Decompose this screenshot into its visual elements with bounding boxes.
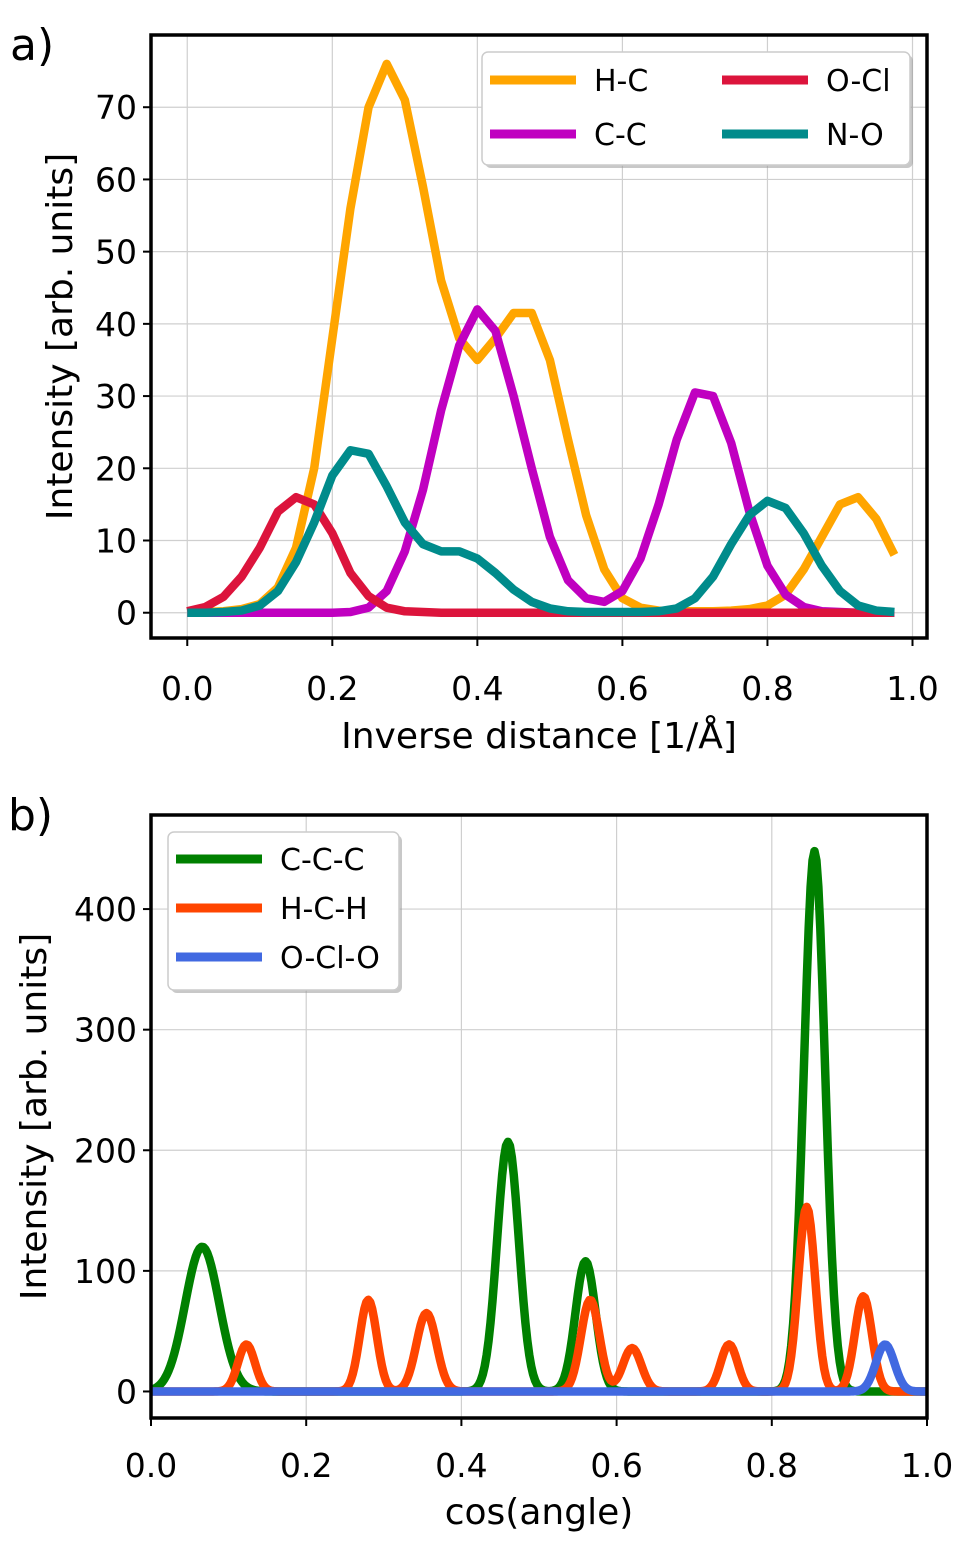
x-tick-label: 0.4 xyxy=(435,1446,487,1485)
plot-frame xyxy=(149,33,929,640)
legend: H-C C-C O-Cl N-O xyxy=(481,51,913,168)
x-tick-label: 0.4 xyxy=(451,669,503,708)
series-line-c-c xyxy=(187,305,895,617)
panel-label: b) xyxy=(8,790,53,841)
series-line-h-c-h xyxy=(151,1202,927,1396)
x-tick-label: 1.0 xyxy=(901,1446,953,1485)
series-line-o-cl-o xyxy=(151,1340,927,1396)
x-tick-label: 0.2 xyxy=(306,669,358,708)
y-tick-label: 20 xyxy=(95,449,137,488)
legend-box xyxy=(167,831,400,991)
y-tick-label: 100 xyxy=(74,1252,137,1291)
series-line-n-o xyxy=(187,445,895,617)
x-tick-label: 1.0 xyxy=(886,669,938,708)
x-axis-title: cos(angle) xyxy=(445,1492,634,1533)
panel-label: a) xyxy=(10,20,54,71)
x-tick-label: 0.6 xyxy=(590,1446,642,1485)
x-axis-title: Inverse distance [1/Å] xyxy=(341,714,737,757)
y-tick-label: 0 xyxy=(116,594,137,633)
y-axis-title: Intensity [arb. units] xyxy=(40,153,81,520)
y-tick-label: 50 xyxy=(95,233,137,272)
x-tick-label: 0.8 xyxy=(741,669,793,708)
y-tick-label: 0 xyxy=(116,1372,137,1411)
x-tick-label: 0.0 xyxy=(161,669,213,708)
legend-label-o-cl-o: O-Cl-O xyxy=(280,941,380,976)
legend-label-h-c-h: H-C-H xyxy=(280,892,368,927)
y-tick-label: 60 xyxy=(95,160,137,199)
y-tick-label: 70 xyxy=(95,88,137,127)
x-tick-label: 0.2 xyxy=(280,1446,332,1485)
legend-label-o-cl: O-Cl xyxy=(826,64,891,99)
series-line-h-c xyxy=(187,59,899,617)
plot-frame xyxy=(149,813,929,1420)
y-tick-label: 40 xyxy=(95,305,137,344)
y-tick-label: 300 xyxy=(74,1011,137,1050)
legend: C-C-C H-C-H O-Cl-O xyxy=(167,831,402,993)
x-tick-label: 0.0 xyxy=(125,1446,177,1485)
panel-a: 0.0 0.2 0.4 0.6 0.8 1.0 0 10 20 30 40 50 60 70 Inverse… xyxy=(10,20,939,757)
x-tick-label: 0.6 xyxy=(596,669,648,708)
panel-b: 0.0 0.2 0.4 0.6 0.8 1.0 0 100 200 300 400 cos(angle… xyxy=(8,790,953,1533)
y-tick-label: 400 xyxy=(74,890,137,929)
series-group xyxy=(151,846,927,1396)
legend-label-n-o: N-O xyxy=(826,118,884,153)
y-tick-label: 30 xyxy=(95,377,137,416)
y-tick-label: 200 xyxy=(74,1131,137,1170)
y-tick-label: 10 xyxy=(95,522,137,561)
legend-label-c-c: C-C xyxy=(594,118,647,153)
x-tick-label: 0.8 xyxy=(746,1446,798,1485)
legend-label-c-c-c: C-C-C xyxy=(280,843,365,878)
y-axis-title: Intensity [arb. units] xyxy=(14,933,55,1300)
legend-label-h-c: H-C xyxy=(594,64,648,99)
series-group xyxy=(186,59,899,617)
